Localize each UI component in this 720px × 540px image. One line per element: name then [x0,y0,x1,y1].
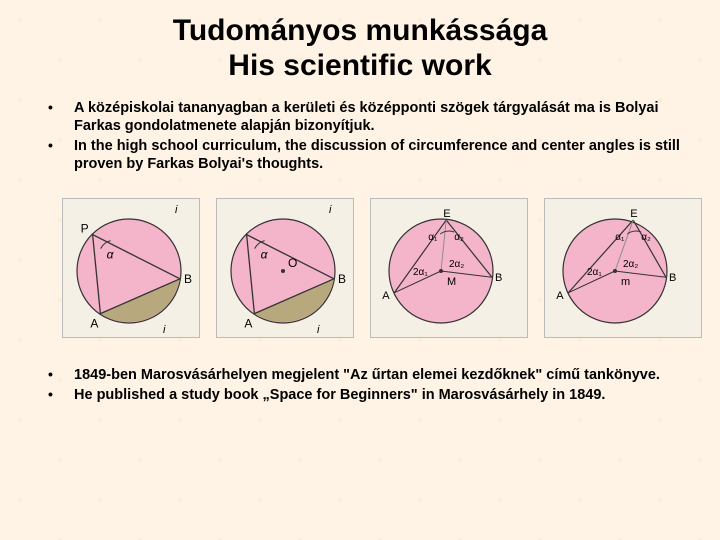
title-hu: Tudományos munkássága [0,14,720,49]
bullet-item: He published a study book „Space for Beg… [48,386,684,404]
svg-text:E: E [630,208,637,220]
svg-text:A: A [556,289,564,301]
svg-text:M: M [447,276,456,288]
title-block: Tudományos munkássága His scientific wor… [0,0,720,99]
svg-text:2α₁: 2α₁ [413,267,428,278]
svg-text:A: A [382,289,390,301]
bullet-item: 1849-ben Marosvásárhelyen megjelent "Az … [48,366,684,384]
svg-text:B: B [495,272,502,284]
svg-text:2α₂: 2α₂ [449,259,464,270]
svg-text:α: α [107,247,115,261]
diagram-panel-4: E A Bm α₁ α₂ 2α₁ 2α₂ [544,198,702,338]
bullets-bottom: 1849-ben Marosvásárhelyen megjelent "Az … [48,366,684,404]
diagram-panel-2: α A Bi i O [216,198,354,338]
svg-text:B: B [184,271,192,285]
svg-text:A: A [244,316,252,330]
diagram-row: α P A Bi i α A Bi i O E A B Mα₁ α₂ 2α₁ 2α₂ E A Bm α₁ α₂ 2α₁… [62,198,702,338]
svg-text:i: i [317,324,320,336]
svg-text:α₂: α₂ [641,232,651,243]
svg-text:i: i [175,204,178,216]
svg-text:B: B [338,271,346,285]
diagram-panel-3: E A B Mα₁ α₂ 2α₁ 2α₂ [370,198,528,338]
svg-text:m: m [621,276,630,288]
diagram-panel-1: α P A Bi i [62,198,200,338]
svg-text:B: B [669,272,676,284]
svg-text:E: E [443,208,450,220]
content: A középiskolai tananyagban a kerületi és… [0,99,720,174]
svg-text:2α₁: 2α₁ [587,267,602,278]
content-bottom: 1849-ben Marosvásárhelyen megjelent "Az … [0,366,720,404]
svg-text:A: A [90,316,98,330]
bullet-item: A középiskolai tananyagban a kerületi és… [48,99,684,135]
svg-text:P: P [81,221,89,235]
svg-text:O: O [288,256,297,270]
bullets-top: A középiskolai tananyagban a kerületi és… [48,99,684,174]
svg-text:i: i [163,324,166,336]
svg-text:α₁: α₁ [428,232,438,243]
title-en: His scientific work [0,49,720,84]
svg-text:α: α [261,247,269,261]
bullet-item: In the high school curriculum, the discu… [48,137,684,173]
svg-text:α₂: α₂ [454,232,464,243]
svg-text:i: i [329,204,332,216]
svg-text:α₁: α₁ [615,232,625,243]
svg-text:2α₂: 2α₂ [623,259,638,270]
